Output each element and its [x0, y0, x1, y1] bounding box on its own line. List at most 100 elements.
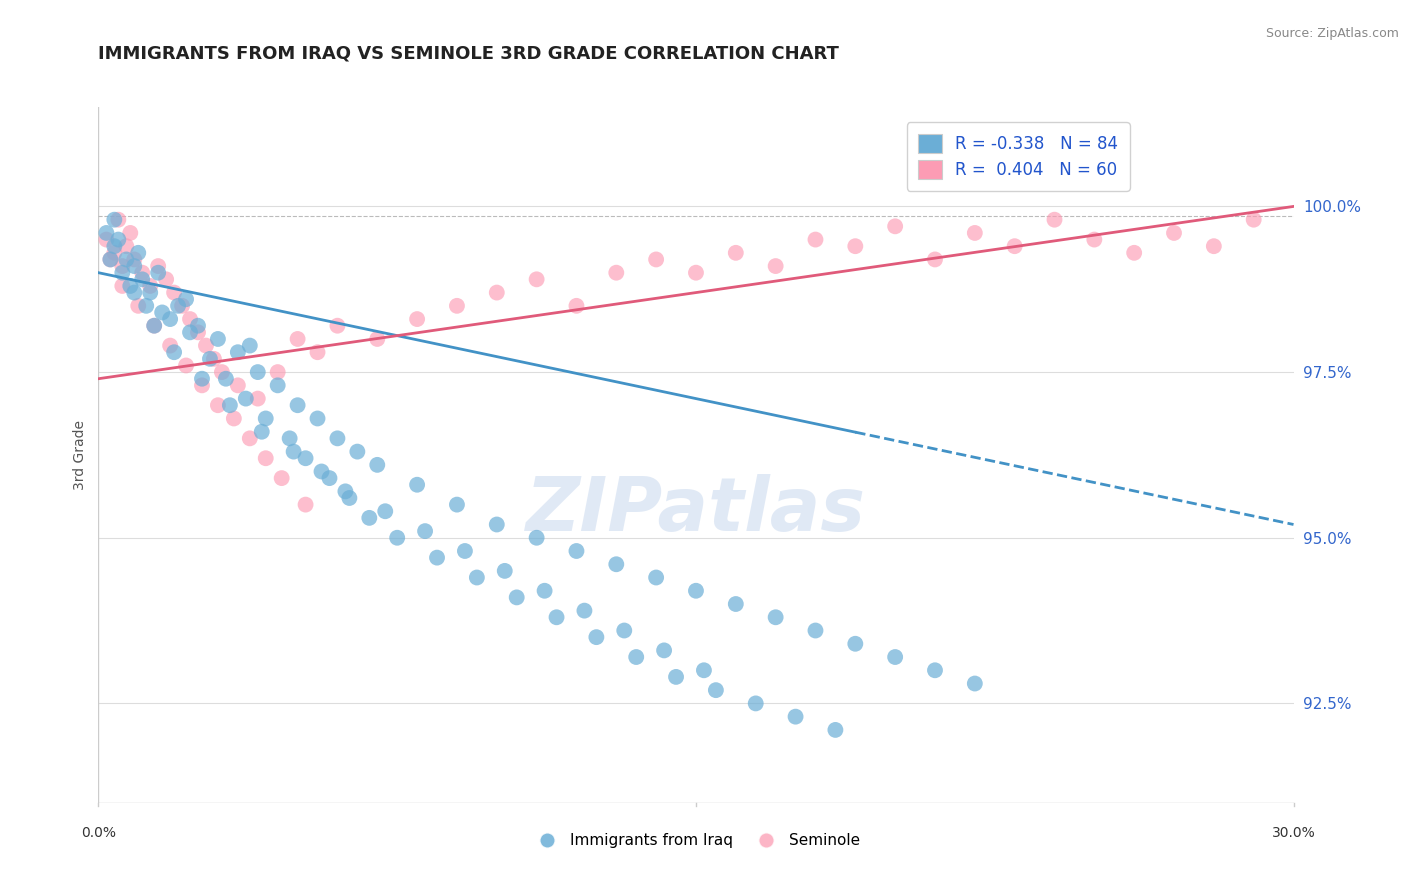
Point [246, 392, 269, 406]
Point [163, 285, 186, 300]
Point [294, 451, 316, 466]
Point [494, 564, 516, 578]
Point [765, 259, 787, 273]
Point [96, 233, 118, 247]
Point [254, 411, 277, 425]
Point [179, 312, 201, 326]
Point [366, 332, 388, 346]
Point [724, 245, 747, 260]
Point [187, 326, 209, 340]
Point [254, 451, 277, 466]
Point [565, 544, 588, 558]
Point [924, 663, 946, 677]
Point [207, 398, 229, 412]
Text: 0.0%: 0.0% [82, 826, 115, 840]
Point [111, 259, 134, 273]
Point [446, 498, 468, 512]
Point [346, 444, 368, 458]
Point [283, 444, 305, 458]
Point [546, 610, 568, 624]
Point [1243, 212, 1265, 227]
Point [211, 365, 233, 379]
Point [804, 233, 827, 247]
Point [174, 359, 197, 373]
Point [120, 279, 142, 293]
Point [645, 570, 668, 584]
Text: IMMIGRANTS FROM IRAQ VS SEMINOLE 3RD GRADE CORRELATION CHART: IMMIGRANTS FROM IRAQ VS SEMINOLE 3RD GRA… [98, 45, 839, 62]
Point [963, 226, 986, 240]
Point [693, 663, 716, 677]
Point [115, 239, 138, 253]
Point [127, 245, 149, 260]
Point [374, 504, 396, 518]
Text: ZIPatlas: ZIPatlas [526, 474, 866, 547]
Point [131, 272, 153, 286]
Point [239, 338, 262, 352]
Point [187, 318, 209, 333]
Point [1202, 239, 1225, 253]
Point [143, 318, 166, 333]
Point [135, 299, 157, 313]
Point [103, 212, 125, 227]
Point [98, 252, 122, 267]
Legend: Immigrants from Iraq, Seminole: Immigrants from Iraq, Seminole [526, 827, 866, 855]
Point [207, 332, 229, 346]
Point [163, 345, 186, 359]
Point [446, 299, 468, 313]
Point [150, 305, 173, 319]
Point [1083, 233, 1105, 247]
Point [179, 326, 201, 340]
Point [159, 312, 181, 326]
Point [270, 471, 292, 485]
Point [226, 345, 249, 359]
Point [844, 637, 866, 651]
Point [239, 431, 262, 445]
Point [765, 610, 787, 624]
Point [844, 239, 866, 253]
Point [1043, 212, 1066, 227]
Point [124, 252, 146, 267]
Point [605, 558, 627, 572]
Point [565, 299, 588, 313]
Point [250, 425, 273, 439]
Point [115, 252, 138, 267]
Point [785, 709, 807, 723]
Point [235, 392, 257, 406]
Y-axis label: 3rd Grade: 3rd Grade [73, 420, 87, 490]
Point [198, 351, 221, 366]
Point [202, 351, 225, 366]
Point [335, 484, 357, 499]
Point [159, 338, 181, 352]
Point [131, 266, 153, 280]
Point [287, 398, 309, 412]
Point [246, 365, 269, 379]
Point [267, 378, 290, 392]
Point [454, 544, 477, 558]
Point [124, 285, 146, 300]
Point [143, 318, 166, 333]
Point [307, 411, 329, 425]
Point [804, 624, 827, 638]
Point [465, 570, 488, 584]
Point [533, 583, 555, 598]
Point [884, 219, 907, 234]
Point [267, 365, 290, 379]
Point [195, 338, 218, 352]
Point [287, 332, 309, 346]
Point [1163, 226, 1185, 240]
Point [366, 458, 388, 472]
Point [124, 259, 146, 273]
Point [294, 498, 316, 512]
Point [96, 226, 118, 240]
Point [385, 531, 409, 545]
Point [278, 431, 301, 445]
Point [526, 272, 548, 286]
Point [326, 318, 349, 333]
Point [148, 259, 170, 273]
Point [574, 604, 596, 618]
Point [148, 266, 170, 280]
Point [724, 597, 747, 611]
Point [326, 431, 349, 445]
Point [191, 372, 214, 386]
Point [685, 266, 707, 280]
